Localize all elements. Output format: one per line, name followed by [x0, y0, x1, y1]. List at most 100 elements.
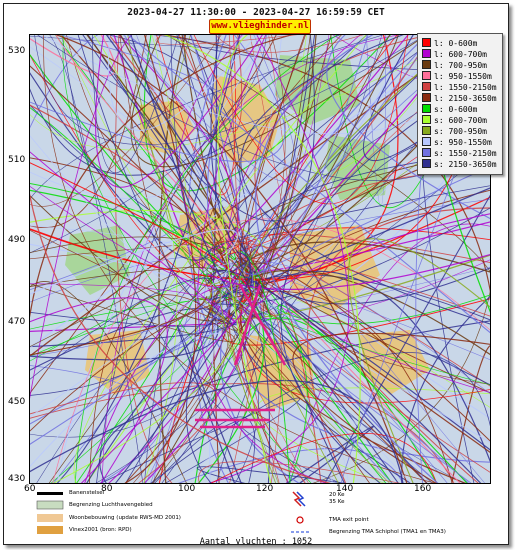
vinex-swatch [37, 526, 63, 534]
runway [238, 284, 287, 366]
flight-track [193, 35, 409, 205]
flight-track [207, 267, 412, 483]
flight-track [76, 273, 208, 483]
x-tick-80: 80 [101, 484, 113, 494]
legend-swatch [422, 49, 431, 58]
flight-track [30, 295, 252, 330]
y-tick-510: 510 [8, 155, 26, 165]
x-tick-120: 120 [256, 484, 274, 494]
site-label[interactable]: www.vlieghinder.nl [209, 19, 311, 34]
flight-track [77, 35, 237, 326]
flight-track [235, 269, 490, 356]
flight-track [234, 35, 462, 310]
flight-track-map[interactable] [29, 34, 491, 484]
airport-boundary-label: Begrenzing Luchthavengebied [69, 502, 153, 508]
legend-swatch [422, 38, 431, 47]
flight-track [236, 301, 428, 483]
flight-track [292, 332, 490, 483]
flight-track [52, 272, 255, 483]
flight-track [30, 192, 332, 483]
flight-track [185, 35, 464, 483]
flight-track [230, 321, 412, 483]
flight-track [217, 35, 317, 325]
flight-track [107, 35, 258, 131]
legend-swatch [422, 71, 431, 80]
flight-track [451, 345, 490, 483]
ke35-symbol [296, 491, 306, 507]
runway-label: Banenstelsel [69, 490, 105, 496]
flight-track [252, 268, 393, 483]
ke20-symbol [292, 491, 302, 507]
flight-track [213, 240, 490, 317]
flight-track [30, 314, 219, 361]
x-tick-140: 140 [336, 484, 354, 494]
legend-swatch [422, 159, 431, 168]
flight-track [182, 35, 490, 74]
flight-track [30, 185, 238, 288]
flight-track [30, 107, 387, 483]
legend-swatch [422, 115, 431, 124]
flight-track [206, 241, 490, 318]
flight-track [207, 207, 490, 305]
flight-track [115, 35, 173, 483]
flight-track [252, 213, 490, 310]
legend-item: l: 0-600m [422, 38, 477, 48]
flight-track [256, 387, 490, 483]
y-tick-490: 490 [8, 235, 26, 245]
flight-track [60, 35, 191, 248]
flight-track [347, 238, 490, 483]
y-tick-430: 430 [8, 474, 26, 484]
flight-track [215, 35, 364, 53]
flight-track [73, 35, 367, 483]
flight-track [187, 35, 490, 463]
flight-track [30, 277, 216, 380]
x-tick-60: 60 [24, 484, 36, 494]
flight-track [115, 251, 251, 483]
flight-track [176, 325, 242, 483]
runway [233, 284, 262, 366]
flight-track [34, 35, 427, 145]
flight-track [198, 461, 401, 483]
flight-track [30, 283, 236, 342]
flight-track [136, 35, 485, 483]
flight-track [30, 283, 219, 319]
legend-item: s: 0-600m [422, 104, 477, 114]
flight-track [56, 35, 270, 483]
flight-track [30, 35, 267, 254]
flight-track [30, 229, 239, 295]
flight-count: Aantal vluchten : 1052 [199, 537, 313, 547]
legend-swatch [422, 104, 431, 113]
legend-label: l: 700-950m [434, 61, 487, 70]
flight-track [89, 294, 370, 483]
flight-track [217, 35, 272, 483]
flight-track [30, 35, 99, 129]
ke20-label: 20 Ke [329, 492, 345, 498]
flight-track [30, 209, 266, 248]
legend-item: s: 2150-3650m [422, 159, 497, 169]
flight-track [30, 246, 233, 348]
flight-track [163, 35, 361, 483]
legend-swatch [422, 93, 431, 102]
legend-item: s: 600-700m [422, 115, 487, 125]
legend-swatch [422, 126, 431, 135]
legend-item: s: 1550-2150m [422, 148, 497, 158]
flight-track [66, 35, 490, 385]
airport-boundary-swatch [36, 500, 64, 510]
legend-item: s: 950-1550m [422, 137, 492, 147]
flight-track [30, 262, 233, 418]
flight-track [30, 382, 218, 483]
y-tick-530: 530 [8, 46, 26, 56]
track-canvas [30, 35, 490, 483]
altitude-legend: l: 0-600m l: 600-700m l: 700-950m l: 950-15… [417, 33, 503, 175]
flight-track [324, 194, 490, 483]
legend-item: l: 950-1550m [422, 71, 492, 81]
legend-label: s: 700-950m [434, 127, 487, 136]
flight-track [245, 35, 316, 275]
flight-track [30, 275, 235, 396]
vinex-label: Vinex2001 (bron: RPD) [69, 527, 132, 533]
flight-track [30, 35, 294, 319]
flight-track [108, 35, 256, 309]
flight-track [236, 306, 271, 483]
legend-label: s: 2150-3650m [434, 160, 497, 169]
flight-track [99, 320, 490, 483]
